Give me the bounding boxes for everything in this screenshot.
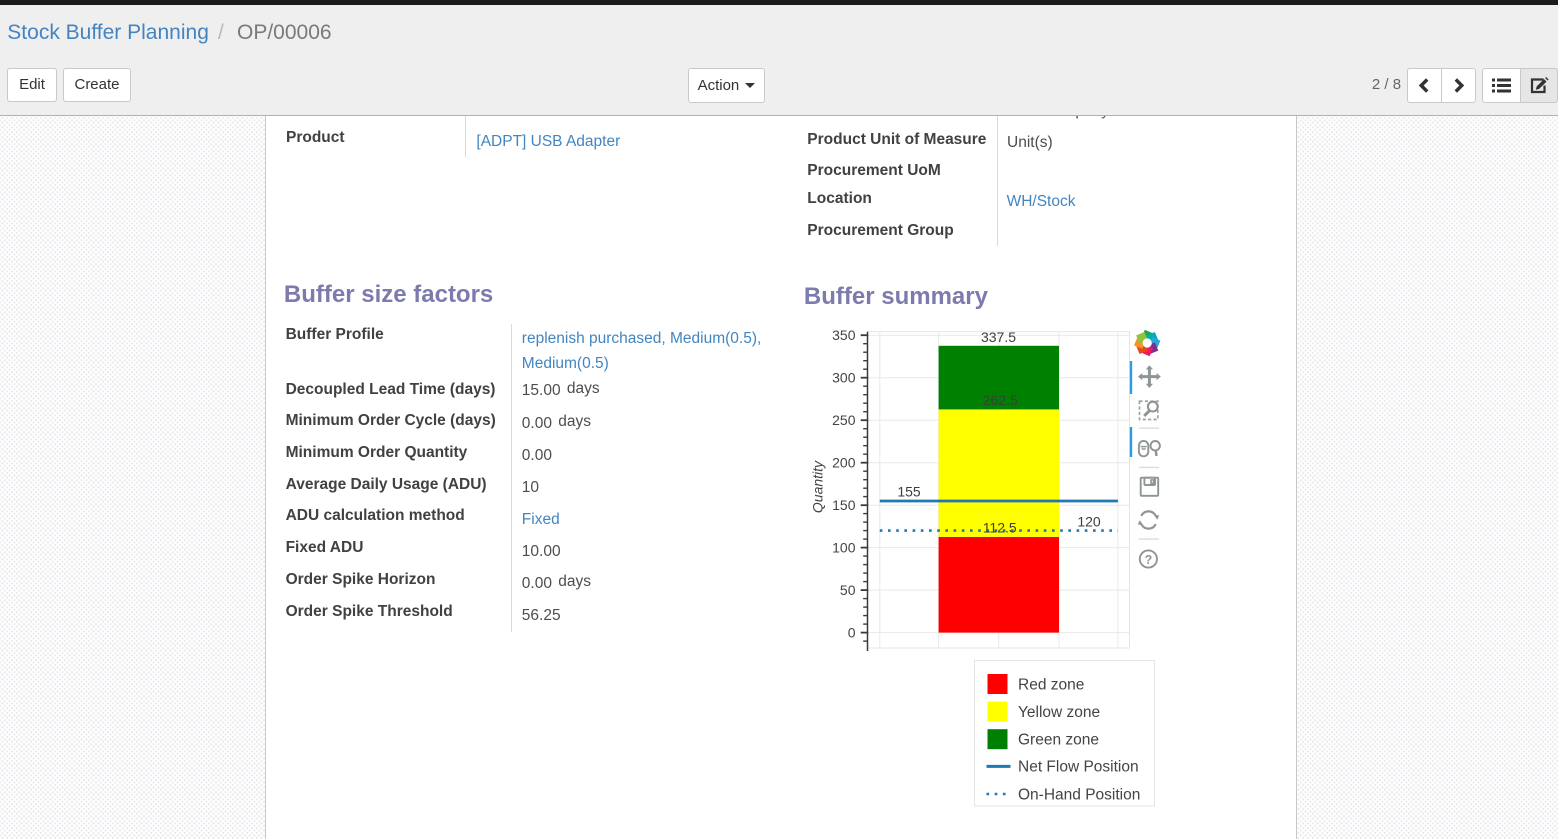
svg-text:?: ? (1145, 553, 1153, 567)
svg-text:155: 155 (897, 484, 921, 500)
svg-text:150: 150 (832, 497, 856, 513)
svg-text:Yellow zone: Yellow zone (1018, 704, 1100, 721)
svg-text:0: 0 (848, 624, 856, 640)
svg-text:Quantity: Quantity (810, 460, 826, 513)
svg-text:250: 250 (832, 412, 856, 428)
svg-text:120: 120 (1077, 513, 1101, 529)
svg-text:337.5: 337.5 (981, 329, 1016, 345)
svg-text:Net Flow Position: Net Flow Position (1018, 759, 1139, 776)
svg-text:200: 200 (832, 454, 856, 470)
svg-text:On-Hand Position: On-Hand Position (1018, 786, 1140, 803)
svg-text:350: 350 (832, 327, 856, 343)
svg-text:300: 300 (832, 369, 856, 385)
svg-text:112.5: 112.5 (983, 519, 1017, 535)
svg-text:262.5: 262.5 (983, 392, 1018, 408)
svg-text:Green zone: Green zone (1018, 732, 1099, 749)
svg-text:50: 50 (840, 582, 856, 598)
svg-text:100: 100 (832, 539, 856, 555)
svg-text:Red zone: Red zone (1018, 676, 1084, 693)
